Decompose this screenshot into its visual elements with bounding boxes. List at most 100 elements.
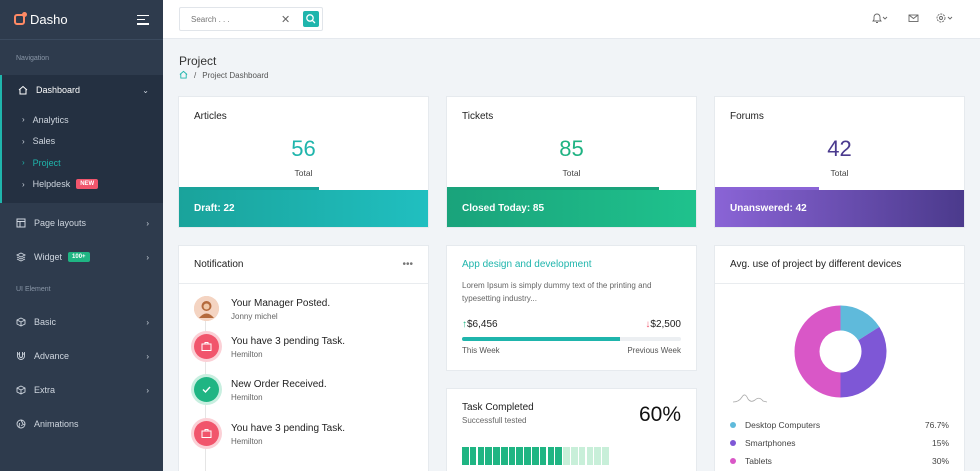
sidebar-item-label: Page layouts — [34, 218, 87, 228]
chevron-right-icon: › — [146, 252, 149, 262]
gear-icon[interactable] — [935, 12, 955, 27]
sidebar-item-page-layouts[interactable]: Page layouts › — [0, 206, 163, 240]
mail-icon[interactable] — [908, 12, 919, 27]
card-subtitle: Successfull tested — [462, 416, 527, 425]
sidebar: Dasho Navigation Dashboard ⌄ › Analytics … — [0, 0, 163, 471]
prev-week-amount: ↓$2,500 — [645, 319, 681, 330]
home-icon[interactable] — [179, 70, 188, 81]
legend-dot — [730, 458, 736, 464]
menu-toggle-icon[interactable] — [137, 14, 149, 25]
sidebar-item-basic[interactable]: Basic › — [0, 305, 163, 339]
task-percent: 60% — [638, 403, 681, 426]
sidebar-item-analytics[interactable]: › Analytics — [2, 109, 163, 131]
breadcrumb-current: Project Dashboard — [202, 71, 269, 80]
aperture-icon — [16, 419, 26, 429]
sidebar-item-widget[interactable]: Widget 100+ › — [0, 240, 163, 274]
sidebar-item-animations[interactable]: Animations — [0, 407, 163, 441]
nav-section-label: Navigation — [16, 55, 50, 62]
notification-item[interactable]: You have 3 pending Task. Hemilton — [194, 334, 345, 359]
devices-donut-chart — [794, 305, 887, 398]
sidebar-item-project[interactable]: › Project — [2, 152, 163, 174]
sidebar-item-label: Extra — [34, 385, 56, 395]
sidebar-item-label: Basic — [34, 317, 57, 327]
close-icon[interactable]: ✕ — [281, 13, 291, 26]
sparkline-icon — [733, 394, 767, 403]
sidebar-item-label: Advance — [34, 351, 70, 361]
chevron-right-icon: › — [146, 351, 149, 361]
devices-card: Avg. use of project by different devices… — [714, 245, 965, 471]
topbar: ✕ — [163, 0, 980, 39]
chevron-down-icon: ⌄ — [142, 85, 149, 95]
tickets-card: Tickets 85 Total Closed Today: 85 — [446, 96, 697, 228]
sidebar-item-advance[interactable]: Advance › — [0, 339, 163, 373]
search-input[interactable] — [180, 14, 275, 24]
layout-icon — [16, 218, 26, 228]
sidebar-item-dashboard[interactable]: Dashboard ⌄ — [0, 75, 163, 105]
task-segment — [578, 447, 586, 465]
stat-value: 85 — [559, 136, 584, 161]
notification-sub: Hemilton — [231, 437, 263, 446]
sidebar-item-label: Animations — [34, 419, 79, 429]
unanswered-bar: Unanswered: 42 — [715, 187, 964, 227]
this-week-amount: ↑$6,456 — [462, 319, 498, 330]
notification-title: You have 3 pending Task. — [231, 336, 345, 347]
chevron-right-icon: › — [22, 136, 25, 146]
app-design-card: App design and development Lorem Ipsum i… — [446, 245, 697, 371]
search-box: ✕ — [179, 7, 323, 31]
task-segment — [547, 447, 555, 465]
notification-item[interactable]: You have 3 pending Task. Hemilton — [194, 421, 345, 446]
amount-value: $6,456 — [467, 319, 498, 330]
task-segment — [493, 447, 500, 465]
task-segment — [602, 447, 609, 465]
task-segment — [500, 447, 508, 465]
new-badge: NEW — [76, 179, 99, 190]
legend-smartphones: Smartphones 15% — [730, 438, 949, 448]
briefcase-icon — [194, 334, 219, 359]
task-segment — [485, 447, 492, 465]
card-title: Avg. use of project by different devices — [730, 259, 902, 270]
notification-title: You have 3 pending Task. — [231, 423, 345, 434]
forums-card: Forums 42 Total Unanswered: 42 — [714, 96, 965, 228]
notification-item[interactable]: Your Manager Posted. Jonny michel — [194, 296, 330, 321]
task-segment — [462, 447, 469, 465]
sidebar-item-label: Widget — [34, 252, 63, 262]
task-segment — [563, 447, 570, 465]
project-title[interactable]: App design and development — [462, 259, 592, 270]
search-button[interactable] — [303, 11, 319, 27]
bell-icon[interactable] — [871, 12, 889, 27]
card-title: Notification — [194, 259, 244, 270]
stat-label: Total — [562, 168, 581, 178]
task-progress-segments — [462, 447, 610, 465]
task-segment — [469, 447, 477, 465]
legend-label: Smartphones — [745, 438, 796, 448]
legend-dot — [730, 440, 736, 446]
task-segment — [508, 447, 516, 465]
avatar — [194, 296, 219, 321]
arrow-down-icon: ↓ — [645, 319, 651, 330]
brand-name: Dasho — [30, 12, 68, 27]
arrow-up-icon: ↑ — [462, 319, 467, 330]
stat-value: 56 — [291, 136, 316, 161]
sidebar-item-helpdesk[interactable]: › Helpdesk NEW — [2, 174, 163, 196]
notification-item[interactable]: New Order Received. Hemilton — [194, 377, 327, 402]
dashboard-submenu: › Analytics › Sales › Project › Helpdesk NEW — [0, 105, 163, 203]
articles-card: Articles 56 Total Draft: 22 — [178, 96, 429, 228]
sidebar-item-sales[interactable]: › Sales — [2, 131, 163, 153]
more-icon[interactable]: ••• — [402, 259, 413, 270]
magnet-icon — [16, 351, 26, 361]
sidebar-item-label: Dashboard — [36, 85, 81, 95]
brand: Dasho — [0, 0, 163, 40]
notification-title: Your Manager Posted. — [231, 298, 331, 309]
legend-label: Tablets — [745, 456, 772, 466]
task-segment — [570, 447, 578, 465]
donut-slice-1 — [840, 326, 887, 398]
this-week-label: This Week — [462, 346, 500, 355]
progress-bar — [462, 337, 681, 341]
legend-value: 76.7% — [924, 420, 949, 430]
stat-value: 42 — [827, 136, 852, 161]
package-icon — [16, 385, 26, 395]
task-segment — [594, 447, 601, 465]
sidebar-item-extra[interactable]: Extra › — [0, 373, 163, 407]
stat-footer: Unanswered: 42 — [730, 203, 807, 214]
home-icon — [18, 85, 28, 95]
